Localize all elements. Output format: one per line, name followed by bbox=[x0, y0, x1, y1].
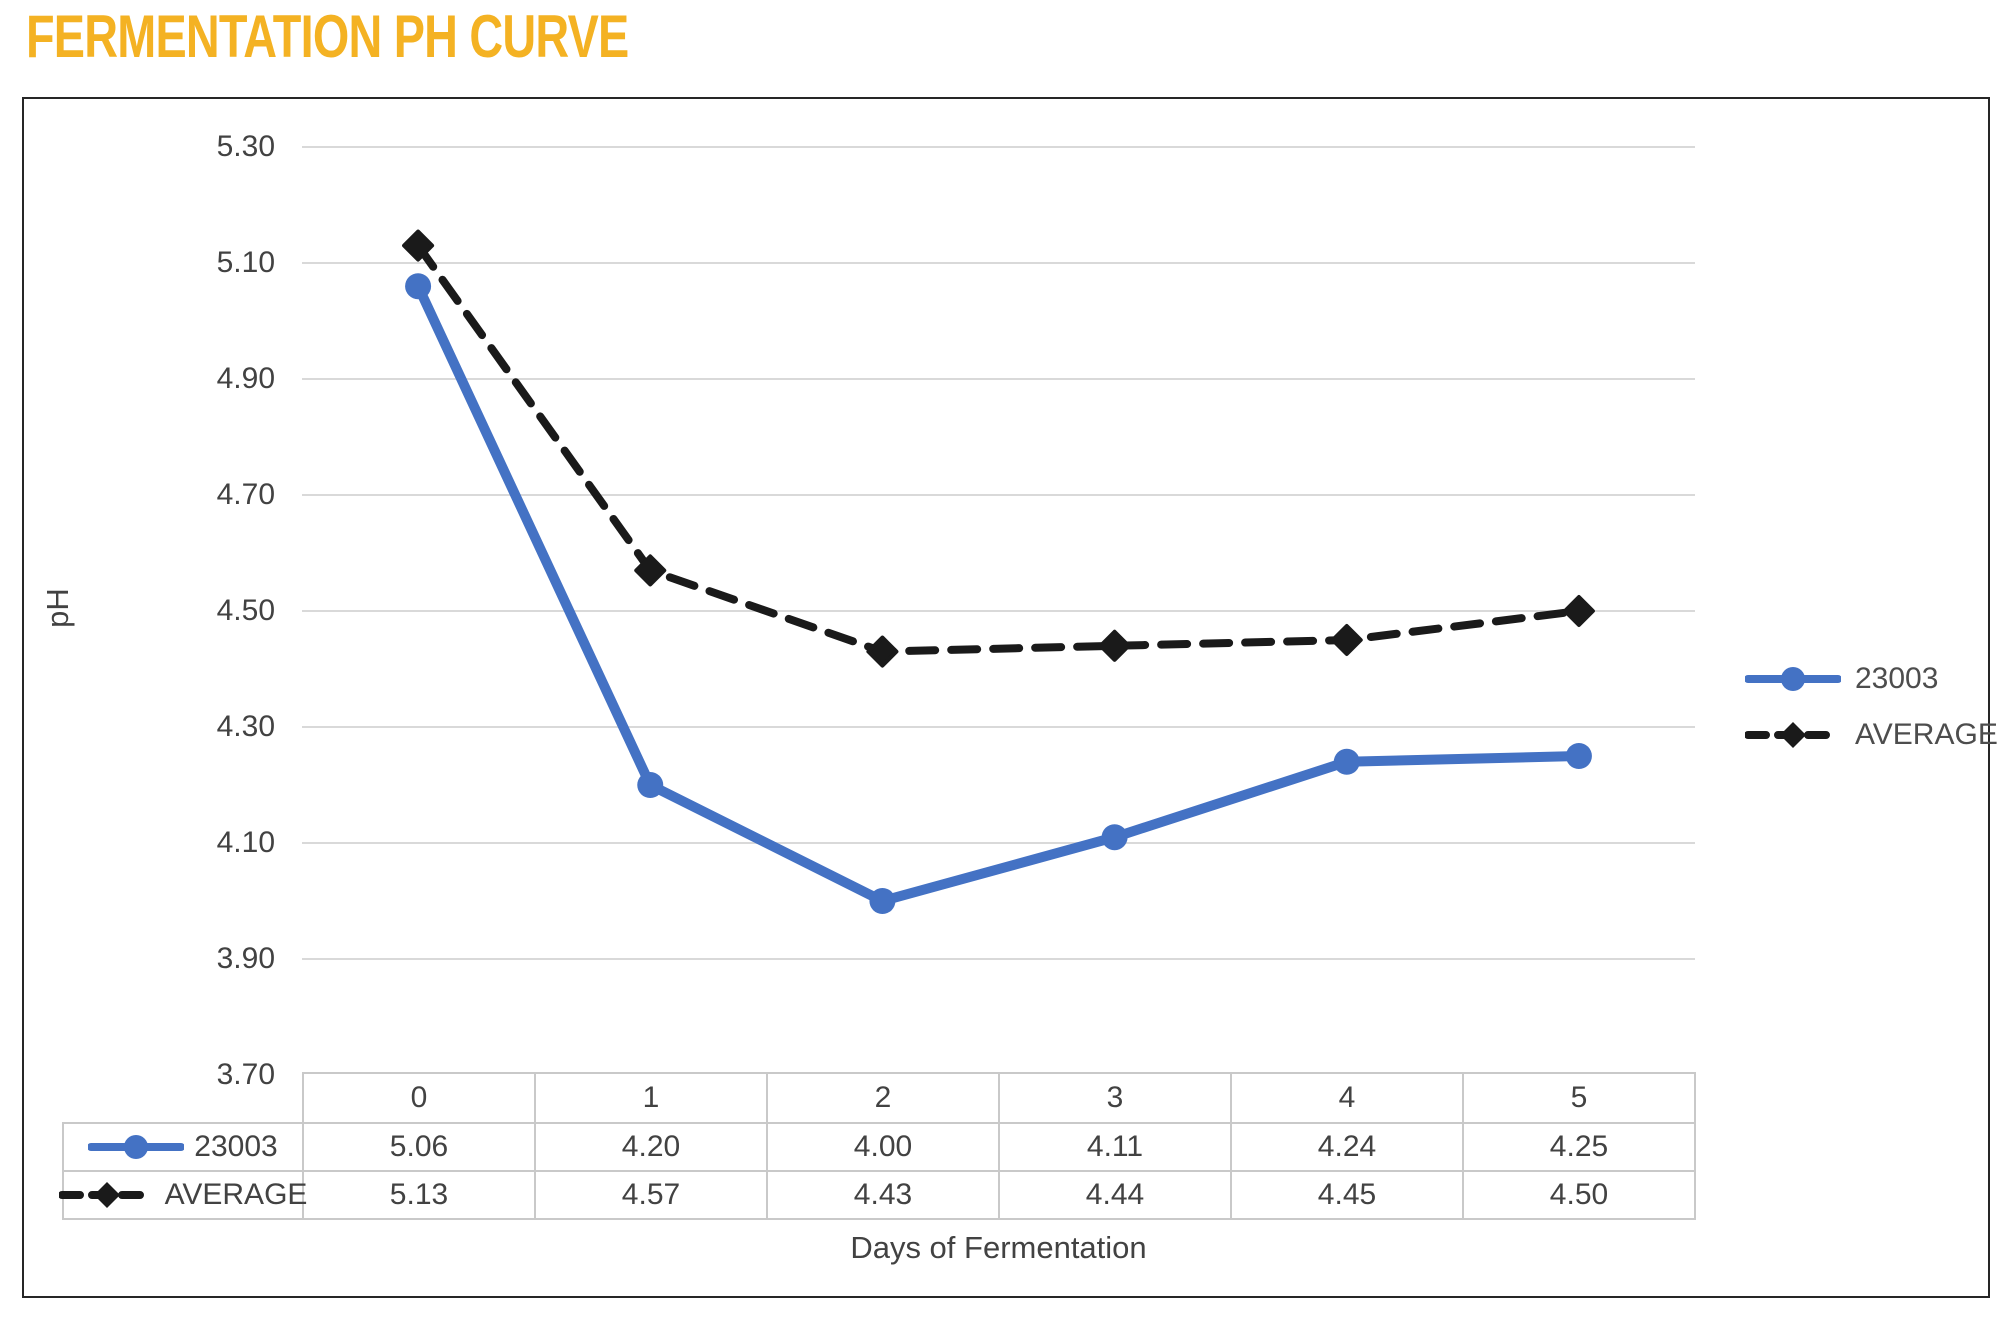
legend-item-23003[interactable]: 23003 bbox=[1744, 662, 1939, 696]
series-average[interactable] bbox=[402, 229, 1595, 668]
data-point-marker[interactable] bbox=[1098, 629, 1131, 662]
legend-line-sample-average bbox=[1744, 722, 1842, 748]
legend-line-sample-23003 bbox=[87, 1135, 186, 1159]
data-point-marker[interactable] bbox=[637, 772, 664, 798]
y-tick-label-4.70: 4.70 bbox=[216, 478, 275, 511]
x-tick-label-5: 5 bbox=[1462, 1072, 1696, 1124]
table-cell: 4.45 bbox=[1230, 1170, 1464, 1220]
y-axis-title: pH bbox=[39, 588, 75, 628]
table-cell: 4.44 bbox=[998, 1170, 1232, 1220]
y-tick-label-5.10: 5.10 bbox=[216, 246, 275, 279]
row-key-label: AVERAGE bbox=[164, 1178, 308, 1211]
data-point-marker[interactable] bbox=[869, 888, 896, 914]
series-line-average[interactable] bbox=[414, 241, 1583, 656]
table-cell: 4.57 bbox=[534, 1170, 768, 1220]
table-cell: 5.06 bbox=[302, 1122, 536, 1172]
row-key-23003: 23003 bbox=[62, 1122, 304, 1172]
data-point-marker[interactable] bbox=[1565, 743, 1592, 769]
data-point-marker[interactable] bbox=[1330, 624, 1363, 656]
page-title: FERMENTATION PH CURVE bbox=[26, 3, 629, 70]
table-corner-cell bbox=[63, 1073, 303, 1123]
table-cell: 5.13 bbox=[302, 1170, 536, 1220]
table-cell: 4.24 bbox=[1230, 1122, 1464, 1172]
y-tick-label-3.70: 3.70 bbox=[216, 1058, 275, 1091]
x-tick-label-1: 1 bbox=[534, 1072, 768, 1124]
data-point-marker[interactable] bbox=[1101, 824, 1128, 851]
data-point-marker[interactable] bbox=[402, 229, 435, 262]
table-row-23003: 23003 5.06 4.20 4.00 4.11 4.24 4.25 bbox=[62, 1122, 1696, 1172]
legend-item-average[interactable]: AVERAGE bbox=[1744, 718, 1998, 752]
table-cell: 4.25 bbox=[1462, 1122, 1696, 1172]
x-axis-title: Days of Fermentation bbox=[850, 1230, 1147, 1265]
data-point-marker[interactable] bbox=[634, 554, 667, 587]
row-key-average: AVERAGE bbox=[57, 1170, 307, 1220]
table-cell: 4.11 bbox=[998, 1122, 1232, 1172]
data-point-marker[interactable] bbox=[1333, 748, 1360, 775]
x-tick-label-3: 3 bbox=[998, 1072, 1232, 1124]
chart-data-table: 0 1 2 3 4 5 23003 5.06 4.20 4.00 4.11 4.24 4.25 AVERA… bbox=[57, 1072, 1696, 1220]
y-tick-label-5.30: 5.30 bbox=[216, 130, 275, 163]
table-cell: 4.20 bbox=[534, 1122, 768, 1172]
series-23003[interactable] bbox=[405, 273, 1592, 914]
series-line-23003[interactable] bbox=[413, 281, 1584, 906]
data-point-marker[interactable] bbox=[1562, 595, 1595, 627]
row-key-label: 23003 bbox=[194, 1130, 278, 1163]
data-point-marker[interactable] bbox=[405, 273, 432, 300]
y-tick-label-4.50: 4.50 bbox=[216, 594, 275, 627]
x-tick-label-4: 4 bbox=[1230, 1072, 1464, 1124]
table-row-average: AVERAGE 5.13 4.57 4.43 4.44 4.45 4.50 bbox=[57, 1170, 1696, 1220]
gridlines bbox=[302, 146, 1695, 1076]
table-cell: 4.43 bbox=[766, 1170, 1000, 1220]
y-tick-label-4.30: 4.30 bbox=[216, 710, 275, 743]
table-cell: 4.00 bbox=[766, 1122, 1000, 1172]
legend-line-sample-average bbox=[57, 1182, 156, 1208]
sample-marker bbox=[124, 1135, 149, 1159]
sample-marker bbox=[1781, 667, 1805, 691]
legend-label: AVERAGE bbox=[1855, 718, 1998, 751]
data-point-marker[interactable] bbox=[866, 635, 899, 668]
y-tick-label-4.90: 4.90 bbox=[216, 362, 275, 395]
legend-label: 23003 bbox=[1855, 662, 1939, 695]
table-cell: 4.50 bbox=[1462, 1170, 1696, 1220]
x-tick-label-0: 0 bbox=[302, 1072, 536, 1124]
y-tick-label-3.90: 3.90 bbox=[216, 942, 275, 975]
y-tick-label-4.10: 4.10 bbox=[216, 826, 275, 859]
sample-marker bbox=[1780, 722, 1806, 748]
sample-marker bbox=[93, 1182, 120, 1208]
x-tick-label-2: 2 bbox=[766, 1072, 1000, 1124]
legend-line-sample-23003 bbox=[1744, 667, 1842, 691]
